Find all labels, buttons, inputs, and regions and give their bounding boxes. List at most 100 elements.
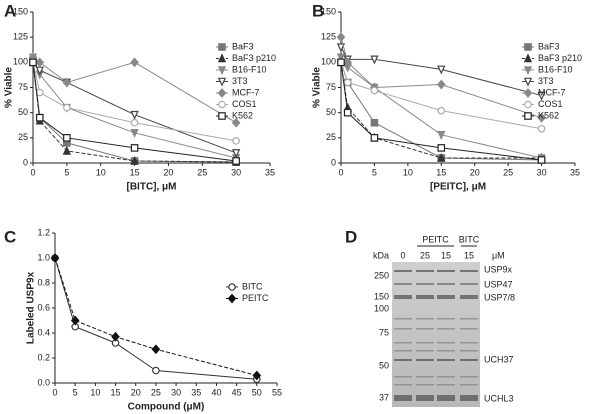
gel-band <box>394 342 412 344</box>
x-tick-label: 25 <box>151 387 161 397</box>
y-tick-label: 75 <box>326 82 336 92</box>
marker <box>70 315 80 326</box>
gel-band <box>460 342 478 344</box>
marker <box>523 53 533 63</box>
gel-band <box>394 350 412 352</box>
gel-band <box>460 350 478 352</box>
y-tick-label: 0.0 <box>37 377 50 387</box>
marker <box>151 344 161 355</box>
marker <box>537 91 546 101</box>
marker <box>152 366 160 375</box>
legend-label: K562 <box>538 110 559 120</box>
gel-band <box>437 283 455 285</box>
gel-band <box>460 376 478 378</box>
legend-label: COS1 <box>232 99 257 109</box>
y-tick-label: 100 <box>13 57 28 67</box>
marker <box>218 100 226 109</box>
marker <box>523 66 533 76</box>
y-tick-label: 75 <box>18 82 28 92</box>
marker <box>227 293 237 304</box>
marker <box>35 57 45 68</box>
x-tick-label: 0 <box>30 167 35 177</box>
y-axis-label: % Viable <box>312 67 323 108</box>
x-tick-label: 35 <box>570 167 580 177</box>
marker <box>228 283 236 291</box>
marker <box>63 103 71 112</box>
marker <box>231 117 241 128</box>
gel-band <box>460 318 478 320</box>
gel-band <box>460 295 478 299</box>
y-tick-label: 0.6 <box>37 302 50 312</box>
marker <box>130 155 139 165</box>
legend-label: BaF3 <box>232 41 254 51</box>
gel-band <box>437 384 455 386</box>
gel-band <box>460 359 478 361</box>
x-tick-label: 5 <box>73 387 78 397</box>
y-tick-label: 50 <box>326 107 336 117</box>
x-tick-label: 25 <box>503 167 513 177</box>
marker <box>524 100 532 109</box>
gel-band <box>416 376 434 378</box>
marker <box>111 331 120 342</box>
x-tick-label: 30 <box>537 167 547 177</box>
marker <box>130 57 139 68</box>
band-label: USP47 <box>484 279 513 289</box>
y-tick-label: 1.0 <box>37 252 50 262</box>
marker <box>524 43 532 51</box>
lane-label: 15 <box>464 250 474 260</box>
legend-label: MCF-7 <box>232 87 260 97</box>
marker <box>29 58 37 67</box>
legend-label: BaF3 p210 <box>538 53 582 63</box>
panel-label: B <box>312 1 324 20</box>
marker <box>217 88 227 98</box>
marker <box>437 144 446 152</box>
marker <box>436 79 446 90</box>
marker <box>35 88 44 97</box>
mw-marker: 37 <box>379 392 389 402</box>
gel-band <box>394 283 412 285</box>
panel-label: A <box>4 1 16 20</box>
marker <box>437 131 446 140</box>
gel-band <box>394 384 412 386</box>
x-axis-label: [PEITC], μM <box>430 182 486 193</box>
y-tick-label: 0 <box>331 157 336 167</box>
band-label: UCHL3 <box>484 393 514 403</box>
unit-label: kDa <box>373 250 389 260</box>
marker <box>370 118 379 127</box>
y-tick-label: 25 <box>326 132 336 142</box>
legend-label: COS1 <box>538 99 563 109</box>
marker <box>130 144 139 152</box>
x-tick-label: 35 <box>265 167 275 177</box>
gel-band <box>394 318 412 320</box>
x-tick-label: 50 <box>252 387 262 397</box>
legend-label: 3T3 <box>232 76 248 86</box>
gel-band <box>437 376 455 378</box>
mw-marker: 150 <box>374 291 389 301</box>
gel-band <box>437 328 455 330</box>
marker <box>252 370 262 381</box>
x-tick-label: 10 <box>403 167 413 177</box>
marker <box>218 43 226 51</box>
y-tick-label: 0.8 <box>37 277 50 287</box>
panel-label: D <box>345 227 357 246</box>
y-tick-label: 125 <box>13 32 28 42</box>
gel-band <box>394 295 412 299</box>
x-tick-label: 10 <box>96 167 106 177</box>
y-axis-label: % Viable <box>4 67 15 108</box>
marker <box>343 108 352 117</box>
gel-band <box>437 350 455 352</box>
y-tick-label: 25 <box>18 132 28 142</box>
marker <box>217 53 227 63</box>
gel <box>392 262 480 407</box>
gel-band <box>394 270 412 272</box>
series-line <box>54 257 257 376</box>
gel-band <box>416 350 434 352</box>
legend-label: BaF3 <box>538 41 560 51</box>
marker <box>337 58 345 67</box>
x-tick-label: 30 <box>231 167 241 177</box>
y-tick-label: 125 <box>321 32 336 42</box>
marker <box>130 129 139 138</box>
gel-band <box>437 395 455 401</box>
gel-band <box>437 342 455 344</box>
band-label: UCH37 <box>484 354 514 364</box>
